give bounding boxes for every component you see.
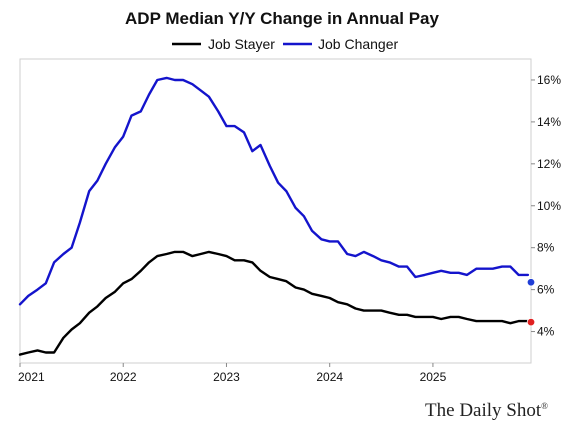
legend: Job Stayer Job Changer (172, 36, 399, 52)
legend-label-job-stayer: Job Stayer (208, 36, 275, 52)
y-tick-label: 6% (537, 283, 555, 297)
y-tick-label: 8% (537, 241, 555, 255)
x-tick-label: 2021 (18, 370, 45, 384)
end-marker-job-stayer (526, 317, 536, 327)
x-tick-label: 2025 (420, 370, 447, 384)
watermark-registered-mark: ® (541, 401, 548, 411)
watermark-text: The Daily Shot (425, 400, 542, 421)
series-line-job-changer (18, 76, 530, 306)
y-tick-label: 12% (537, 157, 561, 171)
legend-label-job-changer: Job Changer (318, 36, 399, 52)
end-marker-job-changer (526, 278, 536, 287)
series-layer (18, 76, 536, 356)
y-tick-label: 14% (537, 115, 561, 129)
watermark: The Daily Shot® (425, 400, 548, 421)
x-tick-label: 2023 (213, 370, 240, 384)
x-tick-label: 2024 (316, 370, 343, 384)
y-tick-label: 10% (537, 199, 561, 213)
y-tick-label: 4% (537, 325, 555, 339)
x-tick-label: 2022 (110, 370, 137, 384)
y-tick-label: 16% (537, 73, 561, 87)
series-line-job-stayer (18, 250, 530, 356)
chart-title: ADP Median Y/Y Change in Annual Pay (125, 9, 439, 28)
y-axis: 4% 6% 8% 10% 12% 14% 16% (531, 73, 561, 339)
plot-frame (19, 58, 532, 364)
x-axis: 2021 2022 2023 2024 2025 (18, 363, 447, 384)
